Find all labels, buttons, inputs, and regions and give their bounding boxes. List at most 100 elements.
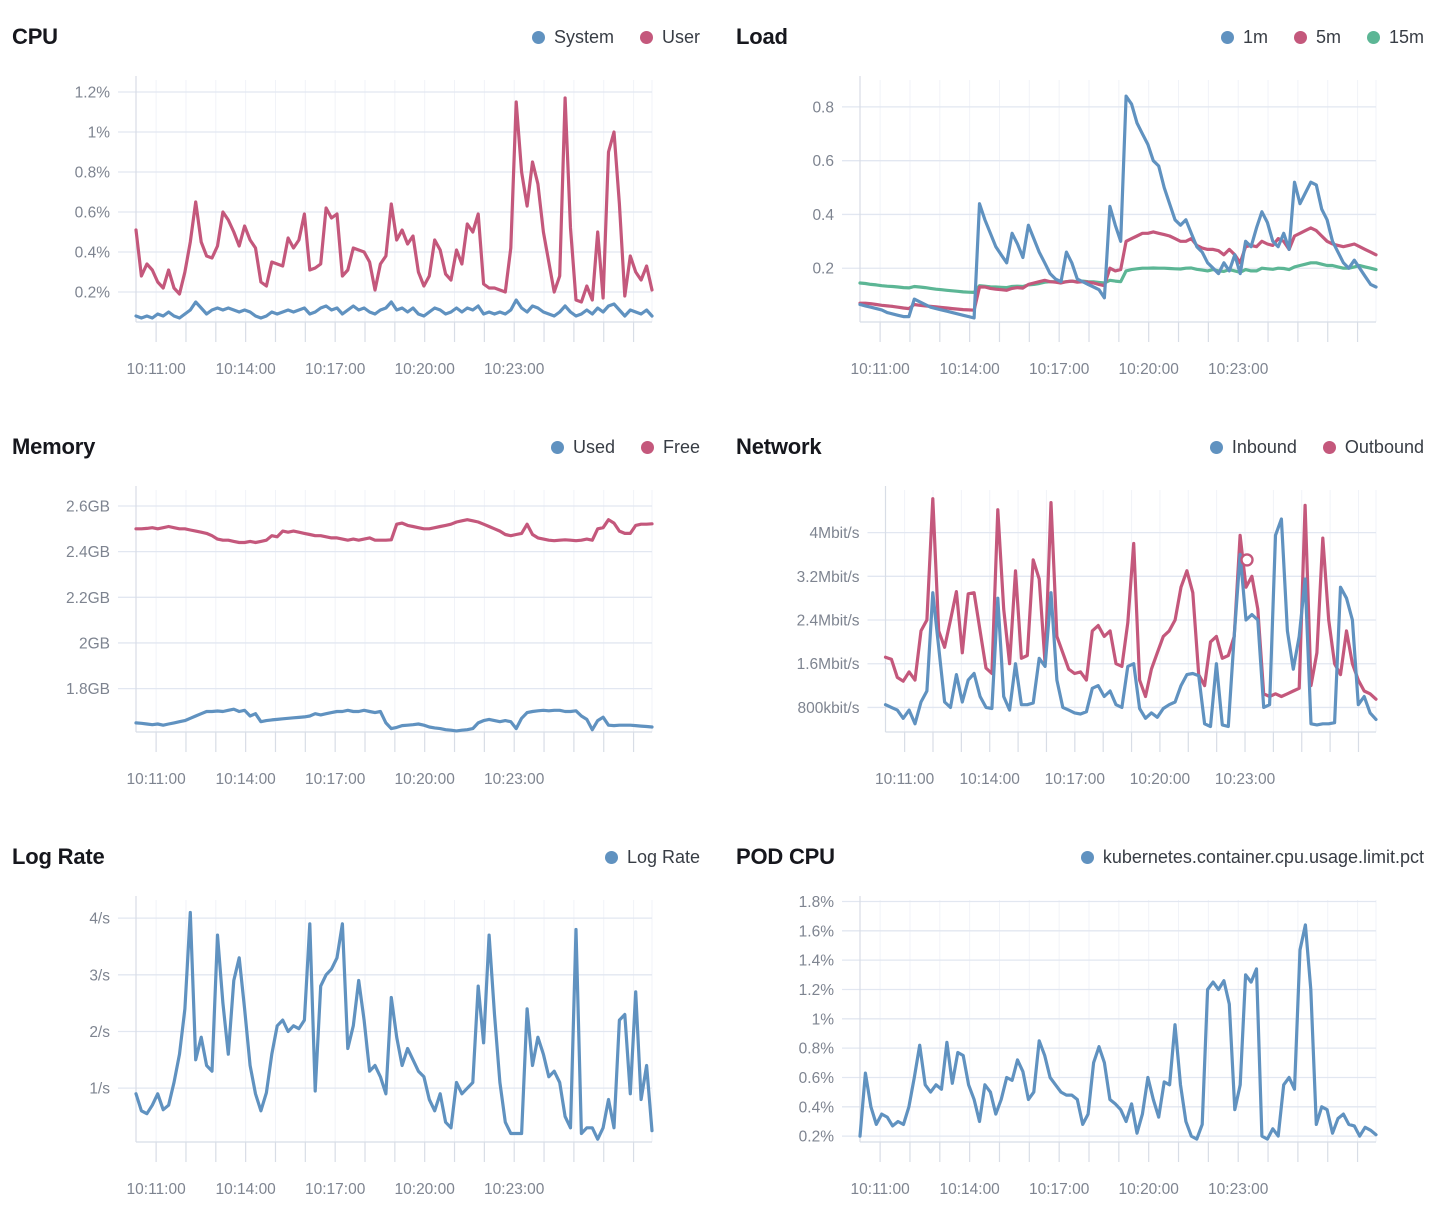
- x-axis-tick-label: 10:14:00: [939, 1181, 1000, 1198]
- log-rate-chart-panel: Log Rate Log Rate 1/s 2/s 3/s 4/s 10:11:00 10…: [0, 820, 724, 1228]
- chart-title-memory: Memory: [12, 434, 96, 459]
- y-axis-tick-label: 1%: [812, 1011, 835, 1028]
- pink-series-dot-icon: [1322, 440, 1336, 454]
- pod-cpu-chart-canvas[interactable]: 0.2% 0.4% 0.6% 0.8% 1% 1.2% 1.4% 1.6% 1.8% 10:11:…: [736, 884, 1424, 1214]
- cpu-chart-panel: CPU System User 0.2% 0.4% 0.6% 0.8% 1% 1.2% 10:…: [0, 0, 724, 410]
- chart-title-cpu: CPU: [12, 24, 58, 49]
- memory-chart-panel: Memory Used Free 1.8GB 2GB 2.2GB 2.4GB 2.6GB 1…: [0, 410, 724, 820]
- network-outbound-line: [883, 497, 1378, 701]
- chart-title-pod-cpu: POD CPU: [736, 844, 835, 869]
- x-axis-tick-label: 10:14:00: [939, 361, 1000, 378]
- network-inbound-line: [883, 517, 1378, 729]
- y-axis-tick-label: 1.6%: [799, 923, 835, 940]
- x-axis-tick-label: 10:17:00: [1029, 1181, 1090, 1198]
- legend-label: Inbound: [1231, 436, 1297, 457]
- y-axis-tick-label: 4/s: [89, 911, 110, 928]
- pod-cpu-legend: kubernetes.container.cpu.usage.limit.pct: [1080, 846, 1424, 868]
- log-rate-chart-header: Log Rate Log Rate: [12, 834, 700, 880]
- blue-series-dot-icon: [1220, 30, 1234, 44]
- legend-label: 5m: [1315, 26, 1341, 47]
- x-axis-tick-label: 10:17:00: [305, 1181, 366, 1198]
- y-axis-tick-label: 3/s: [89, 967, 110, 984]
- x-axis-tick-label: 10:11:00: [127, 771, 187, 788]
- blue-series-dot-icon: [1080, 850, 1094, 864]
- memory-chart-canvas[interactable]: 1.8GB 2GB 2.2GB 2.4GB 2.6GB 10:11:00 10:14:00 1…: [12, 474, 700, 804]
- x-axis-tick-label: 10:20:00: [1130, 771, 1191, 788]
- y-axis-tick-label: 1%: [88, 125, 111, 142]
- x-axis-tick-label: 10:20:00: [1119, 361, 1180, 378]
- blue-series-dot-icon: [1209, 440, 1223, 454]
- y-axis-tick-label: 0.4: [812, 207, 834, 224]
- y-axis-tick-label: 2.4Mbit/s: [797, 613, 860, 630]
- log-rate-log-rate-line: [134, 910, 654, 1141]
- x-axis-tick-label: 10:14:00: [215, 361, 276, 378]
- blue-series-dot-icon: [604, 850, 618, 864]
- y-axis-tick-label: 0.6: [812, 153, 834, 170]
- legend-item-cpu-system[interactable]: System: [531, 27, 614, 48]
- pink-series-dot-icon: [639, 30, 653, 44]
- y-axis-tick-label: 0.4%: [799, 1099, 835, 1116]
- green-series-dot-icon: [1366, 30, 1380, 44]
- y-axis-tick-label: 1.8GB: [66, 681, 110, 698]
- legend-item-log-rate-log-rate[interactable]: Log Rate: [604, 847, 700, 868]
- load-15m-line: [858, 261, 1378, 294]
- y-axis-tick-label: 2.2GB: [66, 590, 110, 607]
- legend-item-network-outbound[interactable]: Outbound: [1322, 437, 1424, 458]
- x-axis-tick-label: 10:20:00: [1119, 1181, 1180, 1198]
- log-rate-chart-canvas[interactable]: 1/s 2/s 3/s 4/s 10:11:00 10:14:00 10:17:00 10:2…: [12, 884, 700, 1214]
- cpu-chart-canvas[interactable]: 0.2% 0.4% 0.6% 0.8% 1% 1.2% 10:11:00 10:14:00 10…: [12, 64, 700, 394]
- load-chart-header: Load 1m 5m 15m: [736, 14, 1424, 60]
- x-axis-tick-label: 10:23:00: [484, 1181, 545, 1198]
- legend-item-load-15m[interactable]: 15m: [1366, 26, 1424, 48]
- y-axis-tick-label: 0.2%: [75, 285, 111, 302]
- y-axis-tick-label: 0.8%: [75, 165, 111, 182]
- legend-item-network-inbound[interactable]: Inbound: [1209, 436, 1297, 458]
- x-axis-tick-label: 10:23:00: [1208, 1181, 1269, 1198]
- network-chart-canvas[interactable]: 800kbit/s 1.6Mbit/s 2.4Mbit/s 3.2Mbit/s 4Mbi…: [736, 474, 1424, 804]
- legend-label: 1m: [1242, 26, 1268, 47]
- legend-label: Used: [572, 436, 615, 457]
- legend-item-load-1m[interactable]: 1m: [1220, 26, 1268, 48]
- y-axis-tick-label: 1.4%: [799, 953, 835, 970]
- y-axis-tick-label: 2/s: [89, 1024, 110, 1041]
- y-axis-tick-label: 1.8%: [799, 894, 835, 911]
- legend-item-memory-used[interactable]: Used: [550, 436, 615, 458]
- legend-item-memory-free[interactable]: Free: [640, 437, 700, 458]
- legend-label: User: [661, 26, 700, 47]
- x-axis-tick-label: 10:23:00: [484, 361, 545, 378]
- x-axis-tick-label: 10:14:00: [960, 771, 1021, 788]
- x-axis-tick-label: 10:11:00: [851, 1181, 911, 1198]
- legend-label: 15m: [1388, 26, 1424, 47]
- y-axis-tick-label: 1.2%: [799, 982, 835, 999]
- cpu-chart-header: CPU System User: [12, 14, 700, 60]
- cpu-system-line: [134, 298, 654, 320]
- x-axis-tick-label: 10:20:00: [395, 771, 456, 788]
- x-axis-tick-label: 10:17:00: [305, 771, 366, 788]
- load-chart-canvas[interactable]: 0.2 0.4 0.6 0.8 10:11:00 10:14:00 10:17:00 10:2…: [736, 64, 1424, 394]
- x-axis-tick-label: 10:23:00: [1215, 771, 1276, 788]
- isolated-point-marker: [1240, 553, 1254, 567]
- load-chart-panel: Load 1m 5m 15m 0.2 0.4 0.6 0.8 10:11:00 10:14:0…: [724, 0, 1448, 410]
- legend-item-load-5m[interactable]: 5m: [1293, 26, 1341, 48]
- y-axis-tick-label: 800kbit/s: [797, 700, 859, 717]
- load-1m-line: [858, 94, 1378, 320]
- pink-series-dot-icon: [640, 440, 654, 454]
- pod-cpu-chart-header: POD CPU kubernetes.container.cpu.usage.l…: [736, 834, 1424, 880]
- x-axis-tick-label: 10:17:00: [1029, 361, 1090, 378]
- x-axis-tick-label: 10:23:00: [484, 771, 545, 788]
- x-axis-tick-label: 10:11:00: [127, 361, 187, 378]
- legend-item-cpu-user[interactable]: User: [639, 26, 700, 48]
- memory-used-line: [134, 707, 654, 733]
- y-axis-tick-label: 2.6GB: [66, 498, 110, 515]
- y-axis-tick-label: 4Mbit/s: [810, 525, 860, 542]
- x-axis-tick-label: 10:20:00: [395, 1181, 456, 1198]
- pod-cpu-chart-panel: POD CPU kubernetes.container.cpu.usage.l…: [724, 820, 1448, 1228]
- y-axis-tick-label: 0.2%: [799, 1129, 835, 1146]
- load-legend: 1m 5m 15m: [1220, 26, 1424, 48]
- log-rate-legend: Log Rate: [604, 847, 700, 868]
- legend-label: kubernetes.container.cpu.usage.limit.pct: [1102, 846, 1424, 867]
- legend-item-pod-cpu-kubernetes-container-cpu-usage-limit-pct[interactable]: kubernetes.container.cpu.usage.limit.pct: [1080, 846, 1424, 868]
- network-legend: Inbound Outbound: [1209, 436, 1424, 458]
- y-axis-tick-label: 3.2Mbit/s: [797, 569, 860, 586]
